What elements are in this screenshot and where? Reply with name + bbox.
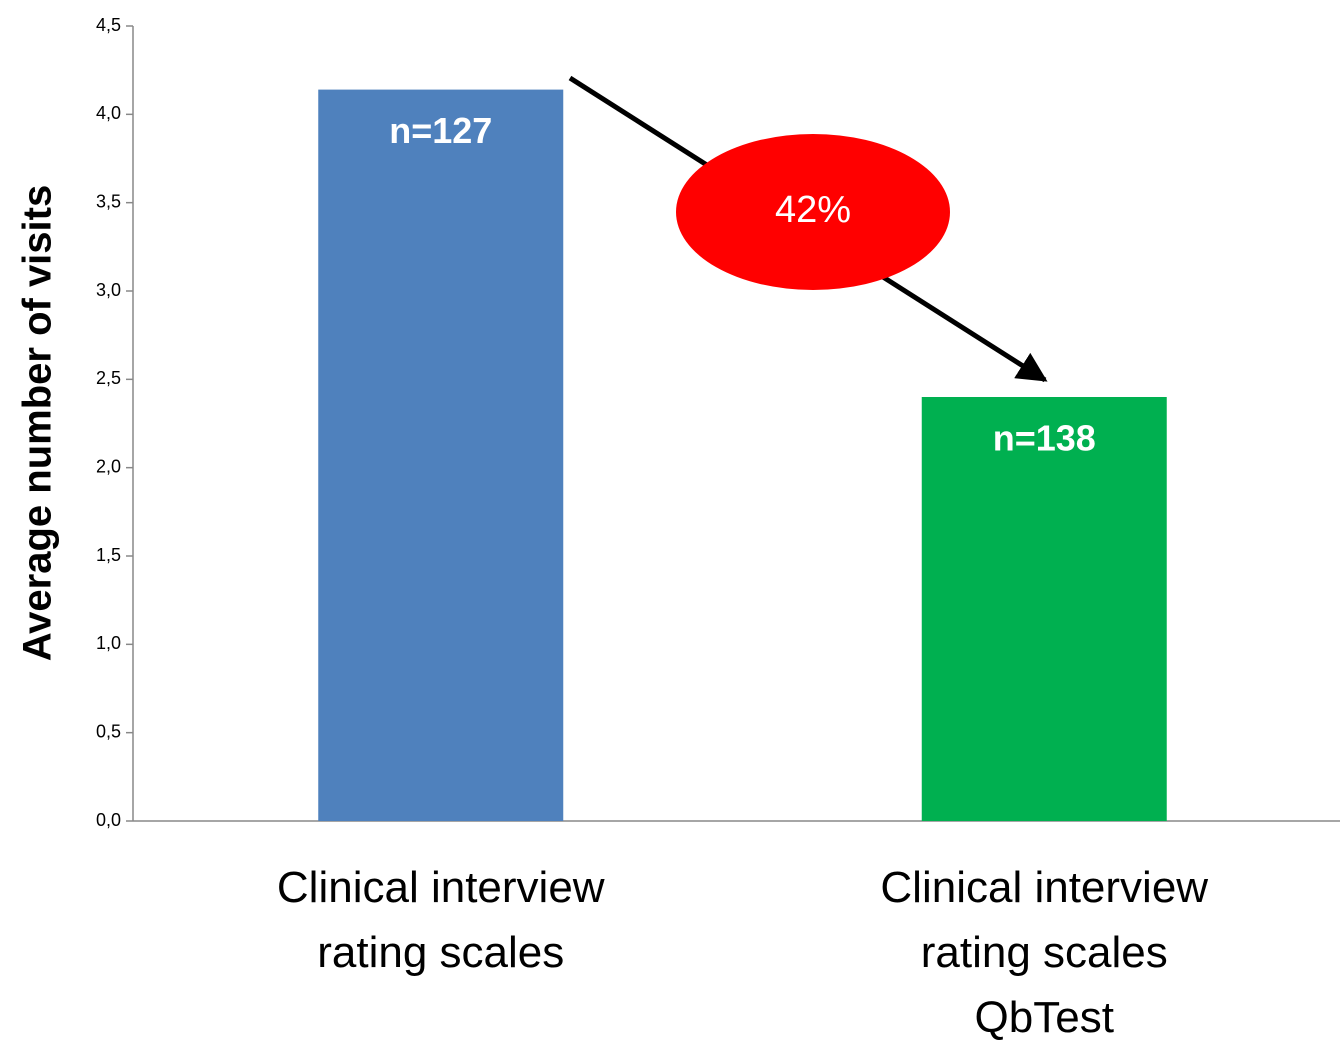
bar: [318, 89, 564, 822]
bar-label: n=127: [389, 110, 492, 151]
x-tick-label-line: QbTest: [975, 993, 1114, 1041]
y-tick-label: 4,5: [96, 15, 121, 35]
y-tick-label: 3,0: [96, 280, 121, 300]
y-tick-label: 2,5: [96, 368, 121, 388]
annotation-bubble: [676, 134, 950, 290]
y-tick-label: 0,0: [96, 810, 121, 830]
y-tick-label: 0,5: [96, 721, 121, 741]
y-axis-label: Average number of visits: [16, 185, 60, 661]
y-tick-label: 1,5: [96, 545, 121, 565]
x-tick-label-line: rating scales: [317, 928, 564, 977]
y-tick-label: 3,5: [96, 191, 121, 211]
y-tick-label: 4,0: [96, 103, 121, 123]
annotation-text: 42%: [775, 189, 851, 231]
x-tick-label: Clinical interview rating scales QbTest: [880, 863, 1208, 1041]
x-tick-label-line: Clinical interview: [880, 863, 1208, 912]
x-tick-label-line: Clinical interview: [277, 863, 605, 912]
y-tick-label: 2,0: [96, 456, 121, 476]
x-tick-label: Clinical interview rating scales: [277, 863, 605, 977]
bar: [921, 397, 1167, 821]
x-tick-label-line: rating scales: [921, 928, 1168, 977]
y-tick-label: 1,0: [96, 633, 121, 653]
bar-label: n=138: [993, 418, 1096, 459]
